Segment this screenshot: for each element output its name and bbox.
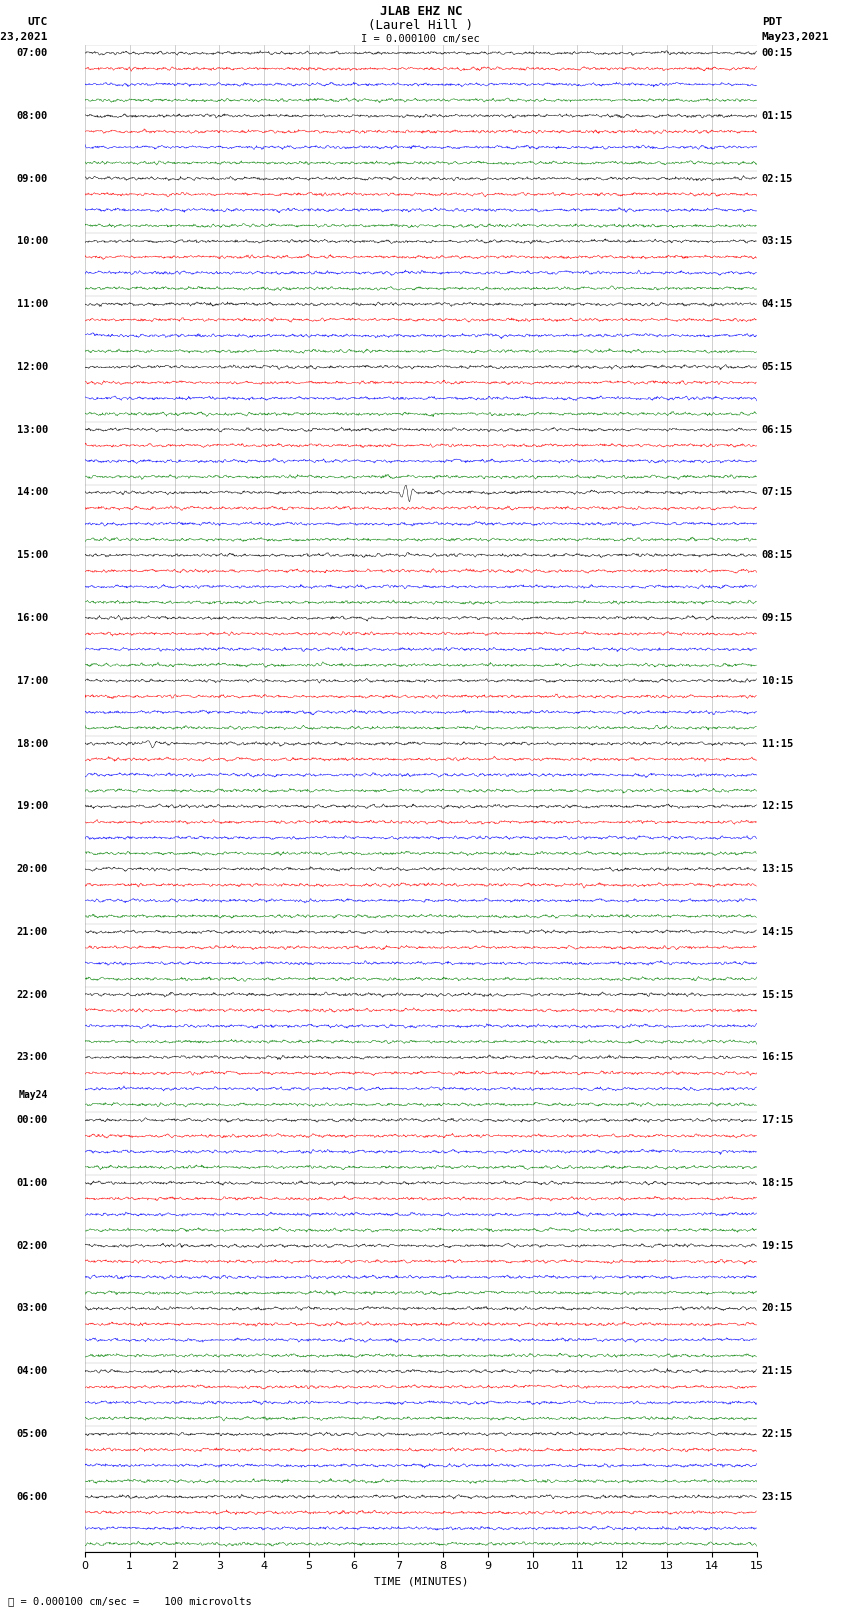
Text: 18:00: 18:00 [17,739,48,748]
Text: I = 0.000100 cm/sec: I = 0.000100 cm/sec [361,34,480,44]
Text: 04:00: 04:00 [17,1366,48,1376]
Text: 04:15: 04:15 [762,298,793,310]
Text: 08:00: 08:00 [17,111,48,121]
Text: 13:00: 13:00 [17,424,48,434]
Text: May23,2021: May23,2021 [0,32,48,42]
Text: 11:15: 11:15 [762,739,793,748]
Text: ℓ = 0.000100 cm/sec =    100 microvolts: ℓ = 0.000100 cm/sec = 100 microvolts [8,1597,252,1607]
X-axis label: TIME (MINUTES): TIME (MINUTES) [373,1578,468,1587]
Text: 01:15: 01:15 [762,111,793,121]
Text: 17:15: 17:15 [762,1115,793,1126]
Text: 19:00: 19:00 [17,802,48,811]
Text: 12:15: 12:15 [762,802,793,811]
Text: 07:15: 07:15 [762,487,793,497]
Text: 01:00: 01:00 [17,1177,48,1187]
Text: (Laurel Hill ): (Laurel Hill ) [368,19,473,32]
Text: May23,2021: May23,2021 [762,32,830,42]
Text: 14:00: 14:00 [17,487,48,497]
Text: 10:15: 10:15 [762,676,793,686]
Text: 03:15: 03:15 [762,237,793,247]
Text: 22:15: 22:15 [762,1429,793,1439]
Text: 15:00: 15:00 [17,550,48,560]
Text: 05:00: 05:00 [17,1429,48,1439]
Text: 02:15: 02:15 [762,174,793,184]
Text: 21:15: 21:15 [762,1366,793,1376]
Text: 02:00: 02:00 [17,1240,48,1250]
Text: 18:15: 18:15 [762,1177,793,1187]
Text: 14:15: 14:15 [762,927,793,937]
Text: 16:15: 16:15 [762,1052,793,1063]
Text: 11:00: 11:00 [17,298,48,310]
Text: May24: May24 [19,1090,48,1100]
Text: UTC: UTC [28,18,48,27]
Text: 09:00: 09:00 [17,174,48,184]
Text: 23:00: 23:00 [17,1052,48,1063]
Text: 12:00: 12:00 [17,361,48,373]
Text: 08:15: 08:15 [762,550,793,560]
Text: 06:15: 06:15 [762,424,793,434]
Text: JLAB EHZ NC: JLAB EHZ NC [379,5,462,18]
Text: 21:00: 21:00 [17,927,48,937]
Text: 05:15: 05:15 [762,361,793,373]
Text: 07:00: 07:00 [17,48,48,58]
Text: 10:00: 10:00 [17,237,48,247]
Text: 00:15: 00:15 [762,48,793,58]
Text: 16:00: 16:00 [17,613,48,623]
Text: 15:15: 15:15 [762,990,793,1000]
Text: 22:00: 22:00 [17,990,48,1000]
Text: 06:00: 06:00 [17,1492,48,1502]
Text: 19:15: 19:15 [762,1240,793,1250]
Text: 23:15: 23:15 [762,1492,793,1502]
Text: 13:15: 13:15 [762,865,793,874]
Text: 17:00: 17:00 [17,676,48,686]
Text: 00:00: 00:00 [17,1115,48,1126]
Text: 20:00: 20:00 [17,865,48,874]
Text: PDT: PDT [762,18,782,27]
Text: 20:15: 20:15 [762,1303,793,1313]
Text: 09:15: 09:15 [762,613,793,623]
Text: 03:00: 03:00 [17,1303,48,1313]
